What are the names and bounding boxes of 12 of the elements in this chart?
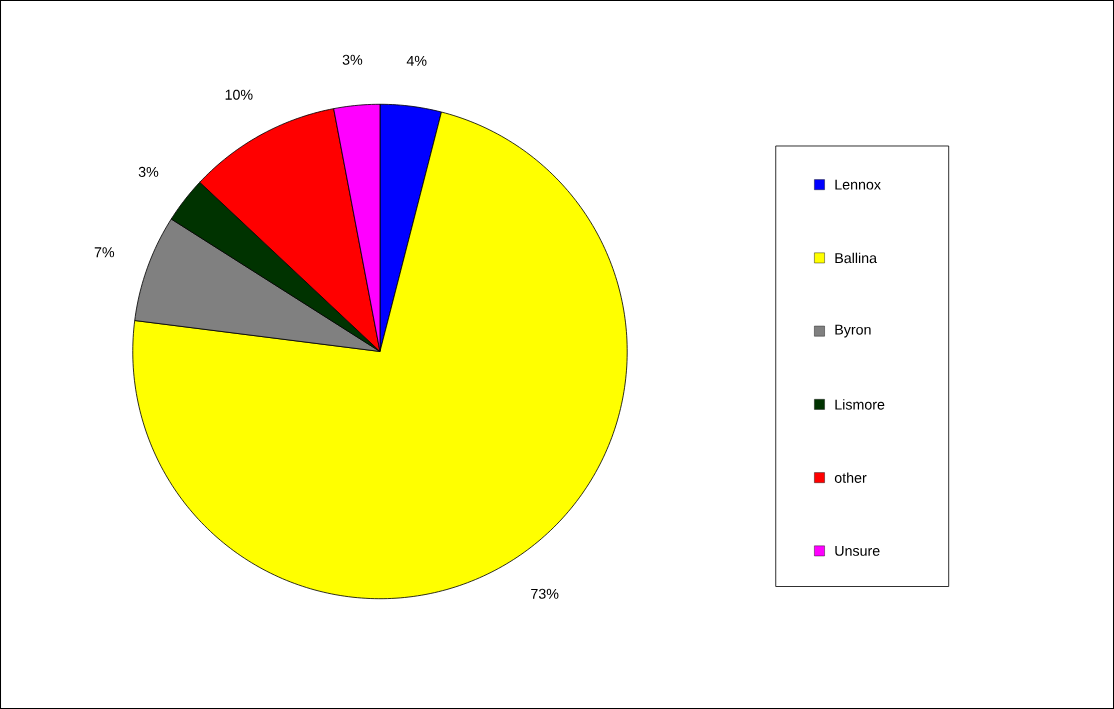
legend-label: Ballina xyxy=(835,252,878,264)
data-label: 10% xyxy=(225,89,253,100)
data-label: 7% xyxy=(94,247,115,258)
data-label: 3% xyxy=(138,166,159,177)
legend-label: Lennox xyxy=(835,179,881,190)
data-label: 3% xyxy=(342,54,363,65)
legend-label: Unsure xyxy=(835,545,880,556)
data-label: 4% xyxy=(406,55,427,66)
legend-label: Lismore xyxy=(835,399,885,410)
data-label: 73% xyxy=(531,588,559,599)
legend-label: other xyxy=(834,472,867,483)
legend-label: Byron xyxy=(835,324,871,338)
